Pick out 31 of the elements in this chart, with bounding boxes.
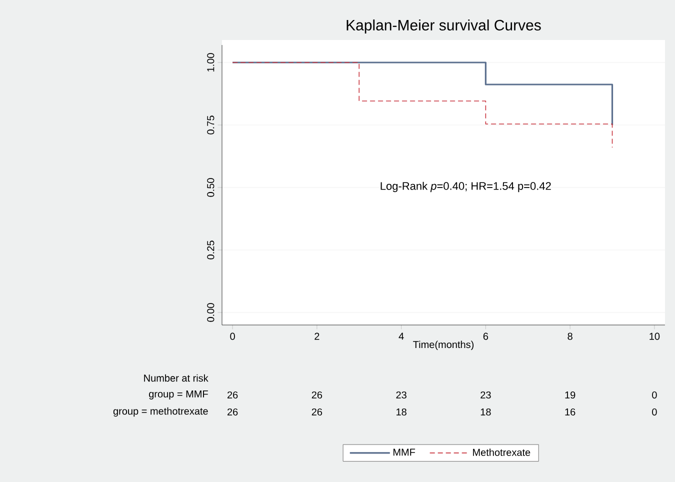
- text: 19: [565, 391, 576, 399]
- y-tick-label: 1.00: [207, 53, 214, 72]
- text: 26: [227, 408, 238, 416]
- x-tick-label: 0: [230, 332, 235, 340]
- x-tick-label: 4: [398, 332, 404, 340]
- x-tick-label: 10: [650, 332, 660, 340]
- text: 0: [652, 391, 657, 399]
- text: 0: [652, 408, 657, 416]
- text: 16: [565, 408, 576, 416]
- text: 26: [312, 391, 322, 399]
- y-tick-label: 0.50: [207, 178, 214, 197]
- y-tick-label: 0.25: [207, 240, 214, 260]
- x-tick-label: 6: [483, 332, 488, 340]
- chart-title: Kaplan-Meier survival Curves: [346, 19, 541, 34]
- text: 26: [312, 408, 322, 416]
- y-tick-label: 0.75: [207, 116, 214, 134]
- text: group = methotrexate: [113, 407, 208, 417]
- text: Number at risk: [144, 374, 208, 382]
- text: 23: [480, 391, 491, 399]
- legend-label: Methotrexate: [473, 448, 530, 456]
- text: 26: [227, 391, 238, 399]
- y-tick-label: 0.00: [207, 303, 214, 322]
- text: group = MMF: [149, 390, 208, 400]
- x-tick-label: 2: [314, 332, 320, 340]
- x-tick-label: 8: [568, 332, 572, 340]
- text: 18: [396, 408, 406, 416]
- x-axis-title: Time(months): [413, 340, 474, 350]
- annotation: Log-Rank p=0.40; HR=1.54 p=0.42: [380, 182, 551, 192]
- legend-label: MMF: [393, 448, 416, 456]
- text: 23: [396, 391, 406, 399]
- text: 18: [480, 408, 491, 416]
